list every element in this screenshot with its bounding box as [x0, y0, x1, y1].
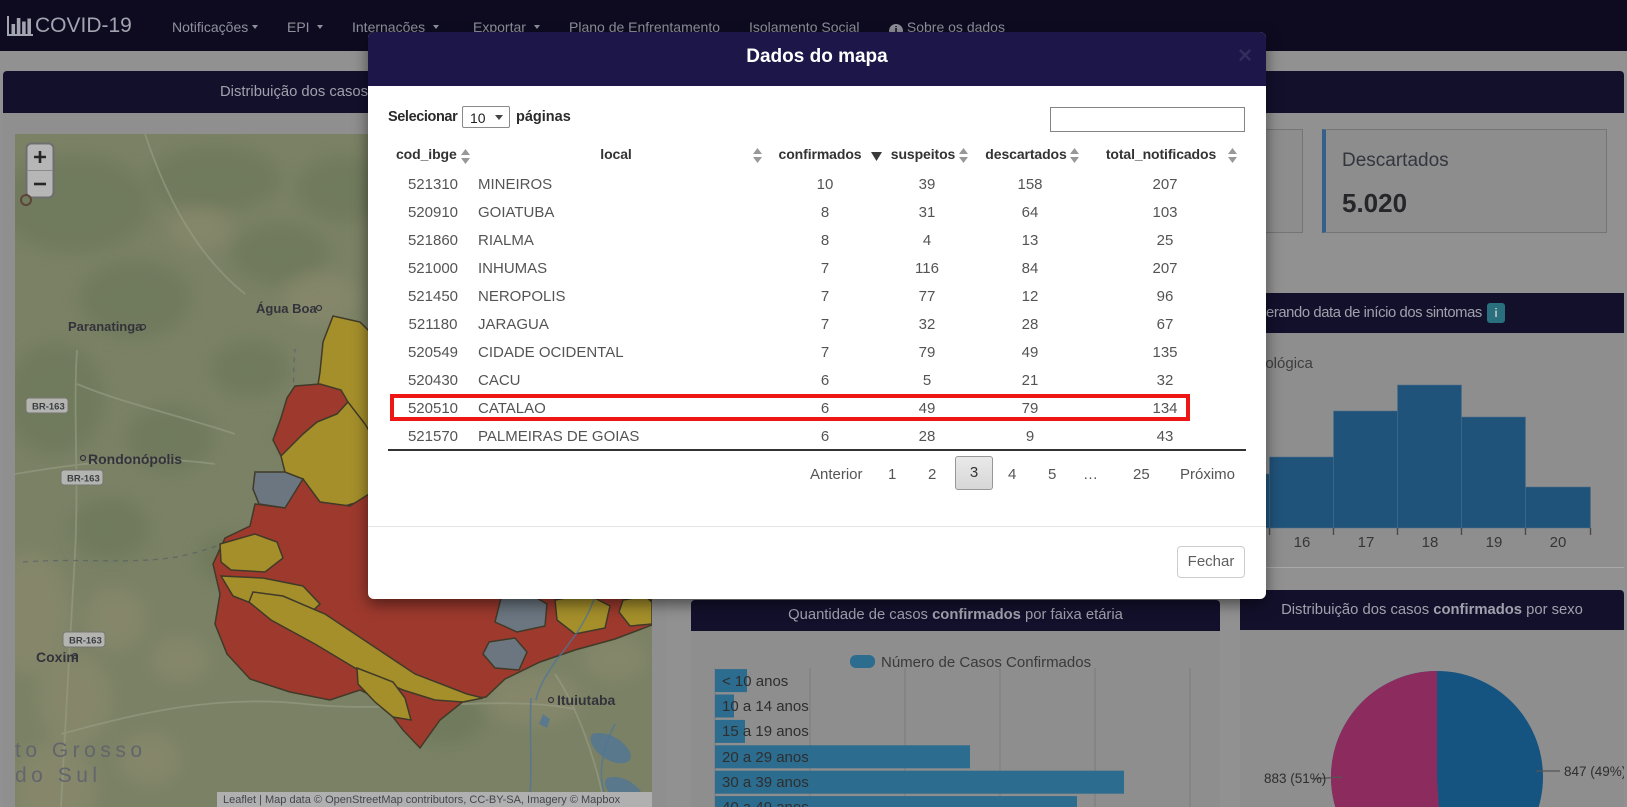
svg-text:15 a 19 anos: 15 a 19 anos [722, 723, 809, 740]
svg-text:Leaflet | Map data © OpenStree: Leaflet | Map data © OpenStreetMap contr… [223, 794, 621, 806]
svg-text:Coxim: Coxim [36, 649, 79, 665]
svg-text:19: 19 [1486, 534, 1503, 551]
svg-text:Rondonópolis: Rondonópolis [88, 451, 182, 467]
svg-text:Água Boa: Água Boa [256, 301, 317, 316]
svg-text:20: 20 [1550, 534, 1567, 551]
svg-text:20 a 29 anos: 20 a 29 anos [722, 749, 809, 766]
svg-text:847 (49%): 847 (49%) [1564, 764, 1624, 779]
svg-text:18: 18 [1422, 534, 1439, 551]
svg-text:10 a 14 anos: 10 a 14 anos [722, 698, 809, 715]
svg-text:Número de Casos Confirmados: Número de Casos Confirmados [881, 654, 1091, 671]
svg-text:Paranatinga: Paranatinga [68, 319, 143, 334]
svg-text:BR-163: BR-163 [67, 474, 100, 485]
svg-text:30 a 39 anos: 30 a 39 anos [722, 774, 809, 791]
svg-text:16: 16 [1294, 534, 1311, 551]
svg-text:883 (51%): 883 (51%) [1264, 771, 1326, 786]
svg-text:< 10 anos: < 10 anos [722, 673, 788, 690]
svg-text:17: 17 [1358, 534, 1375, 551]
svg-text:BR-163: BR-163 [32, 402, 65, 413]
svg-text:Ituiutaba: Ituiutaba [557, 692, 616, 708]
svg-text:BR-163: BR-163 [69, 636, 102, 647]
svg-text:to Grosso: to Grosso [15, 739, 147, 762]
svg-text:do Sul: do Sul [15, 764, 102, 787]
svg-text:40 a 49 anos: 40 a 49 anos [722, 799, 809, 807]
